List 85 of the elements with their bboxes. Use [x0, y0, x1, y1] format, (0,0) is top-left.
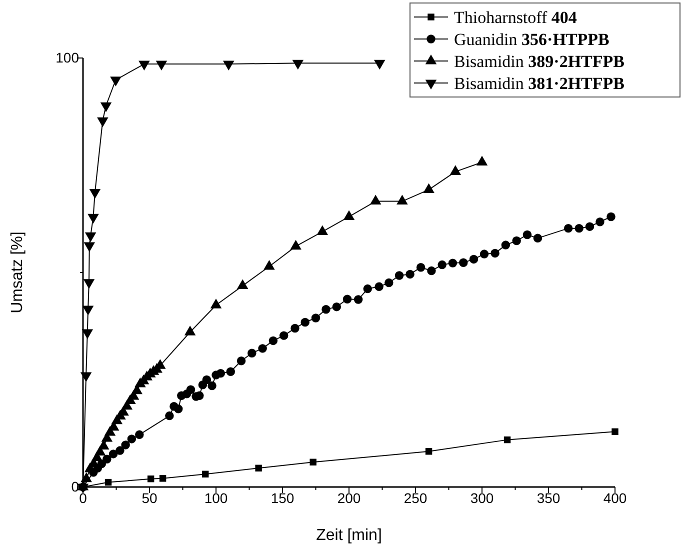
legend-label: Bisamidin 381·2HTFPB	[454, 74, 624, 93]
point	[490, 248, 500, 258]
x-tick-label: 350	[536, 490, 560, 506]
point	[135, 430, 144, 440]
point	[585, 222, 594, 231]
point	[84, 242, 96, 252]
point	[533, 234, 542, 243]
point	[216, 368, 226, 378]
point	[97, 117, 108, 128]
point	[236, 356, 246, 366]
point	[522, 230, 532, 240]
point	[116, 446, 124, 455]
point	[104, 478, 112, 486]
point	[165, 411, 174, 420]
legend-label: Bisamidin 389·2HTFPB	[454, 52, 624, 71]
point	[311, 314, 320, 322]
point	[574, 224, 584, 233]
x-tick-label: 400	[603, 490, 627, 506]
point	[202, 375, 212, 384]
point	[102, 454, 112, 464]
point	[406, 270, 414, 279]
point	[416, 262, 426, 272]
point	[564, 224, 573, 233]
point	[80, 472, 92, 482]
point	[147, 475, 154, 482]
x-tick-label: 200	[337, 490, 361, 506]
point	[89, 189, 101, 199]
point	[374, 282, 384, 292]
point	[156, 60, 168, 71]
point	[384, 278, 394, 288]
point	[110, 76, 122, 86]
point	[425, 448, 432, 455]
point	[290, 324, 300, 333]
point	[310, 458, 316, 466]
point	[342, 294, 352, 304]
point	[279, 331, 288, 340]
legend-label: Thioharnstoff 404	[454, 8, 578, 27]
point	[138, 60, 150, 71]
x-tick-label: 150	[270, 490, 294, 506]
x-tick-label: 300	[470, 490, 494, 506]
point	[292, 60, 304, 70]
point	[127, 434, 136, 444]
point	[448, 258, 458, 268]
point	[354, 295, 363, 304]
x-tick-label: 100	[204, 490, 228, 506]
point	[258, 344, 267, 353]
point	[300, 318, 310, 327]
point	[88, 214, 99, 224]
point	[223, 60, 234, 71]
point	[226, 367, 235, 376]
point	[84, 232, 96, 242]
point	[606, 212, 616, 222]
point	[512, 236, 521, 246]
x-tick-label: 50	[142, 490, 158, 506]
point	[438, 260, 446, 270]
point	[248, 348, 256, 358]
point	[501, 240, 510, 250]
point	[159, 475, 166, 482]
point	[469, 254, 478, 264]
point	[504, 436, 511, 444]
point	[427, 266, 436, 276]
point	[459, 258, 468, 267]
point	[121, 440, 130, 450]
point	[208, 381, 216, 390]
point	[374, 60, 386, 70]
x-tick-label: 250	[404, 490, 428, 506]
y-axis-title: Umsatz [%]	[9, 232, 26, 314]
point	[268, 336, 278, 346]
legend-label: Guanidin 356·HTPPB	[454, 30, 610, 49]
point	[363, 284, 372, 294]
point	[108, 450, 118, 458]
point	[100, 102, 112, 112]
point	[596, 218, 604, 226]
point	[480, 250, 489, 258]
point	[186, 385, 196, 394]
point	[83, 279, 95, 289]
point	[174, 404, 183, 414]
point	[322, 305, 330, 314]
point	[202, 470, 209, 478]
point	[394, 271, 404, 280]
point	[612, 428, 618, 436]
x-axis-title: Zeit [min]	[316, 527, 382, 544]
point	[332, 302, 341, 312]
point	[184, 326, 196, 336]
point	[255, 464, 262, 472]
